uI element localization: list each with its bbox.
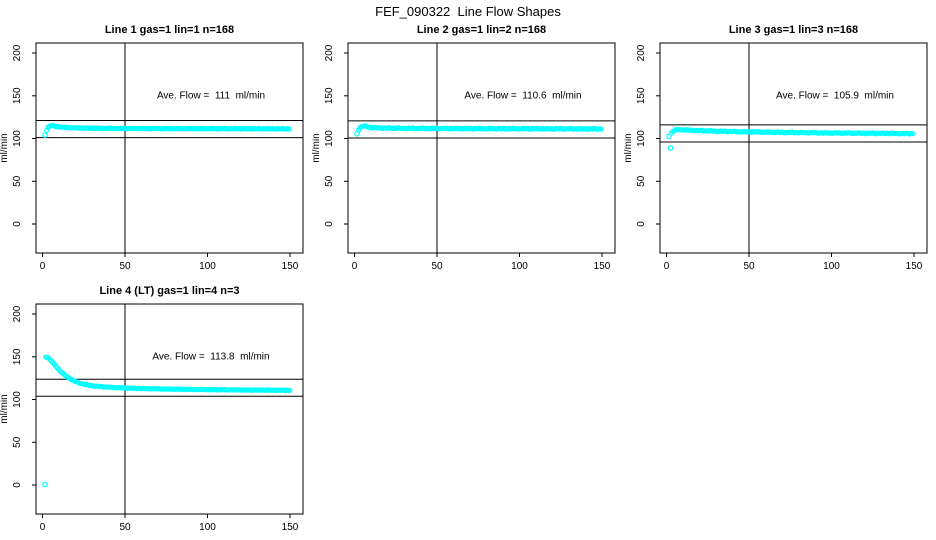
reference-lines bbox=[36, 304, 303, 514]
axes bbox=[32, 313, 291, 518]
flow-plot: 0 50 100 150 0 50 100 150 200 ml/min bbox=[624, 42, 928, 272]
data-points bbox=[666, 126, 916, 151]
y-tick-label: 100 bbox=[12, 391, 23, 408]
x-tick-label: 0 bbox=[664, 261, 670, 272]
outlier-point bbox=[42, 481, 48, 488]
plot-frame bbox=[347, 42, 616, 254]
y-tick-label: 200 bbox=[324, 44, 335, 61]
panel-title: Line 2 gas=1 lin=2 n=168 bbox=[416, 24, 547, 36]
axis-tick-labels: 0 50 100 150 0 50 100 150 200 ml/min bbox=[312, 44, 611, 272]
panel-line-1: Line 1 gas=1 lin=1 n=168 0 50 100 150 0 50 100… bbox=[0, 18, 312, 280]
plot-frame bbox=[659, 42, 928, 254]
y-tick-label: 0 bbox=[636, 221, 647, 227]
y-tick-label: 50 bbox=[12, 175, 23, 187]
axes bbox=[32, 52, 291, 257]
y-tick-label: 200 bbox=[12, 44, 23, 61]
x-tick-label: 0 bbox=[40, 522, 46, 533]
reference-lines bbox=[36, 43, 303, 253]
panel-title: Line 3 gas=1 lin=3 n=168 bbox=[728, 24, 859, 36]
x-tick-label: 100 bbox=[823, 261, 840, 272]
x-tick-label: 150 bbox=[906, 261, 923, 272]
x-tick-label: 100 bbox=[199, 261, 216, 272]
y-tick-label: 200 bbox=[636, 44, 647, 61]
y-tick-label: 150 bbox=[12, 348, 23, 365]
flow-plot: 0 50 100 150 0 50 100 150 200 ml/min bbox=[312, 42, 616, 272]
y-tick-label: 100 bbox=[636, 130, 647, 147]
plot-frame bbox=[35, 42, 304, 254]
y-tick-label: 100 bbox=[12, 130, 23, 147]
plot-frame bbox=[35, 303, 304, 515]
x-tick-label: 0 bbox=[352, 261, 358, 272]
panel-title: Line 4 (LT) gas=1 lin=4 n=3 bbox=[99, 285, 240, 297]
y-tick-label: 150 bbox=[636, 87, 647, 104]
axis-tick-labels: 0 50 100 150 0 50 100 150 200 ml/min bbox=[0, 44, 299, 272]
x-tick-label: 100 bbox=[199, 522, 216, 533]
outlier-point bbox=[666, 133, 672, 140]
ave-flow-annotation: Ave. Flow = 105.9 ml/min bbox=[776, 90, 894, 102]
outlier-point bbox=[354, 131, 360, 137]
x-tick-label: 50 bbox=[119, 522, 131, 533]
ave-flow-annotation: Ave. Flow = 111 ml/min bbox=[156, 90, 266, 102]
panel-line-4: Line 4 (LT) gas=1 lin=4 n=3 0 50 100 150 0 50… bbox=[0, 279, 312, 540]
reference-lines bbox=[348, 43, 615, 253]
data-points bbox=[42, 122, 292, 138]
y-tick-label: 0 bbox=[324, 221, 335, 227]
axes bbox=[344, 52, 603, 257]
axis-tick-labels: 0 50 100 150 0 50 100 150 200 ml/min bbox=[0, 305, 299, 533]
y-tick-label: 50 bbox=[12, 436, 23, 448]
x-tick-label: 0 bbox=[40, 261, 46, 272]
flow-plot: 0 50 100 150 0 50 100 150 200 ml/min bbox=[0, 303, 304, 533]
y-tick-label: 100 bbox=[324, 130, 335, 147]
x-tick-label: 150 bbox=[282, 522, 299, 533]
axis-tick-labels: 0 50 100 150 0 50 100 150 200 ml/min bbox=[624, 44, 923, 272]
panel-title: Line 1 gas=1 lin=1 n=168 bbox=[104, 24, 235, 36]
y-tick-label: 200 bbox=[12, 305, 23, 322]
flow-plot: 0 50 100 150 0 50 100 150 200 ml/min bbox=[0, 42, 304, 272]
x-tick-label: 50 bbox=[431, 261, 443, 272]
y-axis-label: ml/min bbox=[0, 133, 10, 162]
y-tick-label: 150 bbox=[324, 87, 335, 104]
x-tick-label: 100 bbox=[511, 261, 528, 272]
data-points bbox=[354, 123, 604, 137]
outlier-point bbox=[42, 132, 48, 138]
x-tick-label: 150 bbox=[282, 261, 299, 272]
ave-flow-annotation: Ave. Flow = 110.6 ml/min bbox=[464, 90, 582, 102]
panel-line-3: Line 3 gas=1 lin=3 n=168 0 50 100 150 0 50 100… bbox=[624, 18, 936, 280]
axes bbox=[656, 52, 915, 257]
y-axis-label: ml/min bbox=[0, 394, 10, 423]
y-tick-label: 0 bbox=[12, 482, 23, 488]
x-tick-label: 50 bbox=[119, 261, 131, 272]
ave-flow-annotation: Ave. Flow = 113.8 ml/min bbox=[152, 351, 270, 363]
y-tick-label: 50 bbox=[636, 175, 647, 187]
x-tick-label: 50 bbox=[743, 261, 755, 272]
outlier-point bbox=[667, 145, 674, 151]
main-title: FEF_090322 Line Flow Shapes bbox=[375, 4, 561, 19]
y-axis-label: ml/min bbox=[624, 133, 634, 162]
y-axis-label: ml/min bbox=[312, 133, 322, 162]
y-tick-label: 0 bbox=[12, 221, 23, 227]
panel-line-2: Line 2 gas=1 lin=2 n=168 0 50 100 150 0 50 100… bbox=[312, 18, 624, 280]
data-points bbox=[42, 354, 293, 488]
y-tick-label: 150 bbox=[12, 87, 23, 104]
x-tick-label: 150 bbox=[594, 261, 611, 272]
y-tick-label: 50 bbox=[324, 175, 335, 187]
reference-lines bbox=[660, 43, 927, 253]
